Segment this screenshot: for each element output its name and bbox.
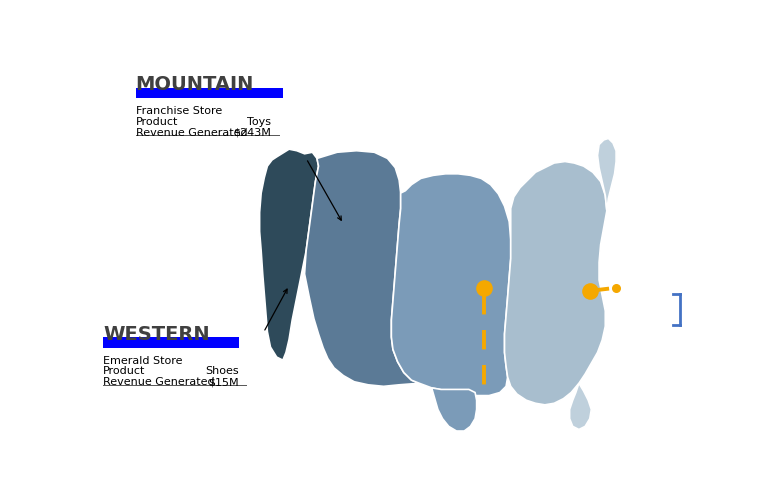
Polygon shape — [505, 161, 607, 405]
Polygon shape — [598, 139, 616, 211]
Polygon shape — [432, 388, 477, 431]
Text: MOUNTAIN: MOUNTAIN — [136, 75, 254, 94]
Text: $15M: $15M — [208, 377, 239, 387]
Bar — [103, 337, 239, 348]
Text: Product: Product — [136, 117, 178, 127]
Text: $243M: $243M — [233, 128, 271, 138]
Polygon shape — [260, 149, 319, 360]
Bar — [136, 87, 283, 98]
Point — [584, 287, 596, 295]
Point — [610, 284, 622, 292]
Text: Product: Product — [103, 366, 146, 376]
Polygon shape — [305, 151, 419, 386]
Text: Emerald Store: Emerald Store — [103, 356, 183, 365]
Text: Shoes: Shoes — [205, 366, 239, 376]
Text: Revenue Generated: Revenue Generated — [136, 128, 247, 138]
Text: Toys: Toys — [247, 117, 271, 127]
Point — [478, 284, 491, 292]
Polygon shape — [570, 383, 591, 430]
Polygon shape — [391, 174, 511, 396]
Text: WESTERN: WESTERN — [103, 325, 210, 344]
Text: Franchise Store: Franchise Store — [136, 106, 222, 116]
Text: Revenue Generated: Revenue Generated — [103, 377, 215, 387]
